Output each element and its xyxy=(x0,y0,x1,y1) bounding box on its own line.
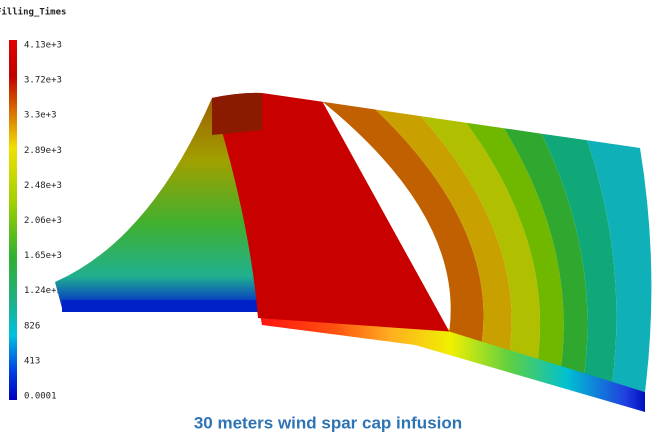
caption: 30 meters wind spar cap infusion xyxy=(194,413,462,432)
left-edge xyxy=(62,300,258,312)
legend-label: 3.3e+3 xyxy=(24,111,57,121)
legend-label: 2.06e+3 xyxy=(24,216,62,226)
legend-label: 1.65e+3 xyxy=(24,251,62,261)
legend-label: 1.24e+3 xyxy=(24,286,62,296)
screenshot: Filling_Times 4.13e+3 3.72e+3 3.3e+3 2.89e+… xyxy=(0,0,656,437)
overhang xyxy=(212,93,262,135)
legend-label: 413 xyxy=(24,356,40,366)
color-bar xyxy=(9,40,17,400)
legend-label: 3.72e+3 xyxy=(24,76,62,86)
legend-label: 0.0001 xyxy=(24,392,57,402)
legend-label: 2.89e+3 xyxy=(24,146,62,156)
legend-label: 4.13e+3 xyxy=(24,41,62,51)
legend-title: Filling_Times xyxy=(0,7,66,18)
part-model xyxy=(55,93,651,412)
simulation-view: Filling_Times 4.13e+3 3.72e+3 3.3e+3 2.89e+… xyxy=(0,0,656,437)
legend-label: 826 xyxy=(24,321,40,331)
legend-label: 2.48e+3 xyxy=(24,181,62,191)
